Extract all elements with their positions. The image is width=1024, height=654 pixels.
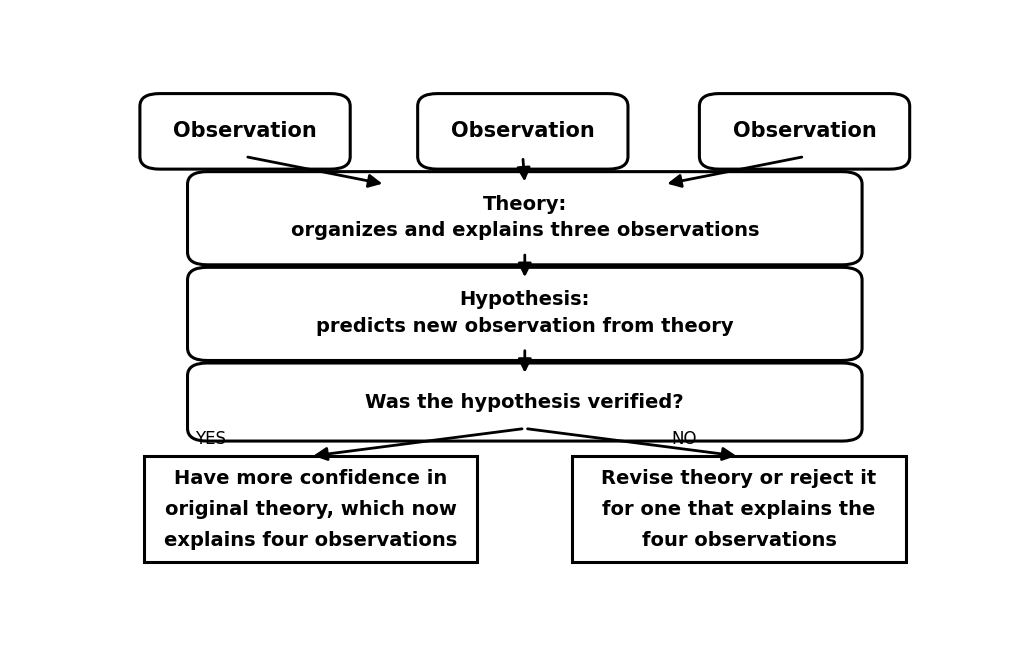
- Text: organizes and explains three observations: organizes and explains three observation…: [291, 221, 759, 240]
- FancyBboxPatch shape: [187, 171, 862, 265]
- Text: Observation: Observation: [173, 122, 317, 141]
- Text: Observation: Observation: [732, 122, 877, 141]
- Text: Observation: Observation: [451, 122, 595, 141]
- Text: Hypothesis:: Hypothesis:: [460, 290, 590, 309]
- Text: Was the hypothesis verified?: Was the hypothesis verified?: [366, 392, 684, 411]
- Text: Have more confidence in
original theory, which now
explains four observations: Have more confidence in original theory,…: [164, 468, 457, 549]
- FancyBboxPatch shape: [699, 94, 909, 169]
- FancyBboxPatch shape: [187, 363, 862, 441]
- Text: NO: NO: [672, 430, 697, 447]
- Text: Theory:: Theory:: [482, 195, 567, 214]
- FancyBboxPatch shape: [418, 94, 628, 169]
- FancyBboxPatch shape: [140, 94, 350, 169]
- Text: predicts new observation from theory: predicts new observation from theory: [316, 317, 733, 336]
- Text: Revise theory or reject it
for one that explains the
four observations: Revise theory or reject it for one that …: [601, 468, 877, 549]
- FancyBboxPatch shape: [187, 267, 862, 360]
- Bar: [143, 456, 477, 562]
- Bar: [572, 456, 906, 562]
- Text: YES: YES: [196, 430, 226, 447]
